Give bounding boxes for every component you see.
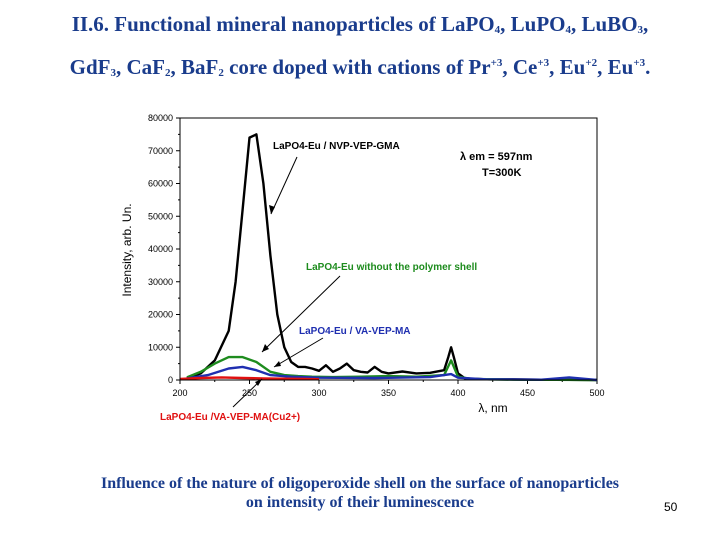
x-tick-label: 300 bbox=[311, 388, 326, 398]
slide-title: II.6. Functional mineral nanoparticles o… bbox=[0, 8, 720, 90]
arrowhead bbox=[274, 361, 281, 367]
title-text: GdF3, CaF2, BaF2 core doped with cations… bbox=[69, 55, 651, 79]
series-line-3 bbox=[179, 376, 320, 381]
y-tick-label: 0 bbox=[168, 375, 173, 385]
y-tick-label: 50000 bbox=[148, 211, 173, 221]
arrowhead bbox=[255, 379, 262, 386]
legend-va-vep-ma: LaPO4-Eu / VA-VEP-MA bbox=[299, 326, 411, 337]
slide-caption: Influence of the nature of oligoperoxide… bbox=[0, 474, 720, 512]
tick-labels: 200 250 300 350 400 450 500 0 10000 20000 30000 400… bbox=[148, 113, 605, 398]
series-line-0 bbox=[186, 133, 598, 382]
page-number: 50 bbox=[664, 500, 678, 514]
y-tick-label: 30000 bbox=[148, 277, 173, 287]
y-axis-label: Intensity, arb. Un. bbox=[120, 203, 134, 296]
x-tick-label: 450 bbox=[520, 388, 535, 398]
pointer-arrow-nvp bbox=[270, 156, 298, 215]
arrowhead bbox=[262, 344, 269, 352]
x-tick-label: 400 bbox=[450, 388, 465, 398]
y-tick-label: 70000 bbox=[148, 146, 173, 156]
x-tick-label: 500 bbox=[589, 388, 604, 398]
series-group bbox=[179, 133, 598, 382]
x-tick-label: 250 bbox=[242, 388, 257, 398]
y-tick-label: 80000 bbox=[148, 113, 173, 123]
emission-wavelength-annotation: λ em = 597nm bbox=[460, 151, 533, 163]
y-tick-label: 20000 bbox=[148, 310, 173, 320]
title-text: II.6. Functional mineral nanoparticles o… bbox=[71, 12, 649, 36]
x-axis-label: λ, nm bbox=[478, 401, 507, 415]
y-tick-label: 60000 bbox=[148, 179, 173, 189]
pointer-arrow-va-vep-ma bbox=[273, 337, 324, 368]
y-tick-label: 10000 bbox=[148, 342, 173, 352]
caption-line-2: on intensity of their luminescence bbox=[245, 494, 475, 511]
title-line-2: GdF3, CaF2, BaF2 core doped with cations… bbox=[0, 47, 720, 90]
axis-ticks bbox=[176, 117, 598, 384]
y-tick-label: 40000 bbox=[148, 244, 173, 254]
x-tick-label: 350 bbox=[381, 388, 396, 398]
x-tick-label: 200 bbox=[172, 388, 187, 398]
pointer-arrow-without-shell bbox=[261, 275, 341, 353]
legend-without-shell: LaPO4-Eu without the polymer shell bbox=[306, 262, 477, 273]
temperature-annotation: T=300K bbox=[482, 167, 521, 179]
arrowhead bbox=[269, 205, 275, 214]
caption-line-1: Influence of the nature of oligoperoxide… bbox=[100, 475, 620, 492]
title-line-1: II.6. Functional mineral nanoparticles o… bbox=[0, 8, 720, 47]
legend-nvp-vep-gma: LaPO4-Eu / NVP-VEP-GMA bbox=[273, 141, 400, 152]
plot-frame bbox=[179, 117, 598, 381]
legend-va-vep-ma-cu: LaPO4-Eu /VA-VEP-MA(Cu2+) bbox=[160, 412, 300, 423]
